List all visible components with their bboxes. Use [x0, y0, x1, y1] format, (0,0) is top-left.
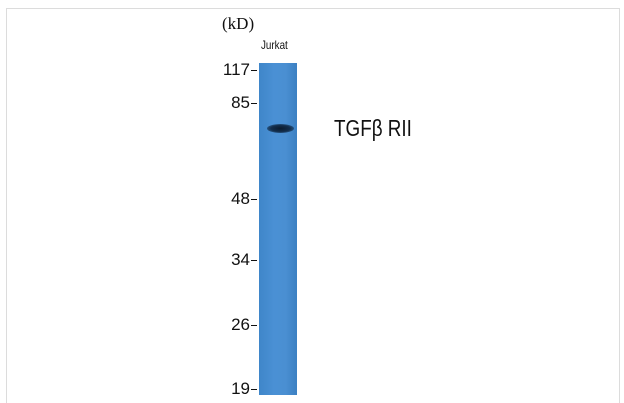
marker-tick [251, 70, 257, 72]
marker-34: 34 [231, 251, 257, 268]
molecular-weight-unit-label: (kD) [222, 14, 255, 33]
protein-band [267, 124, 294, 133]
marker-26: 26 [231, 316, 257, 333]
marker-19: 19 [231, 380, 257, 397]
marker-48: 48 [231, 190, 257, 207]
marker-85: 85 [231, 94, 257, 111]
image-frame [6, 8, 620, 403]
lane-label-jurkat: Jurkat [261, 38, 288, 52]
marker-tick [251, 389, 257, 391]
marker-tick [251, 260, 257, 262]
marker-117: 117 [223, 61, 257, 78]
marker-tick [251, 325, 257, 327]
marker-tick [251, 199, 257, 201]
protein-label: TGFβ RII [334, 115, 412, 141]
blot-lane [259, 63, 297, 395]
marker-tick [251, 103, 257, 105]
